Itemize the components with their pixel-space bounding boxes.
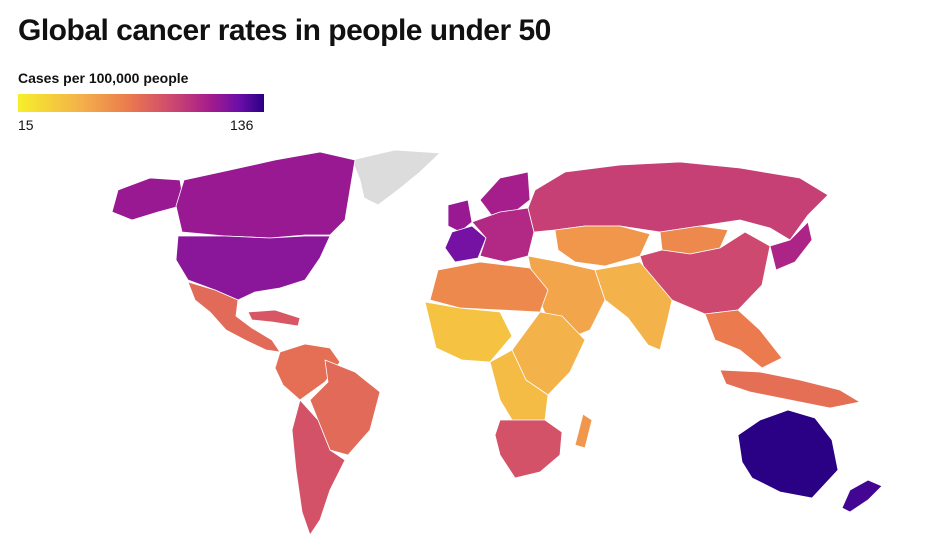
region-alaska[interactable] — [111, 177, 185, 221]
region-india-south-asia[interactable] — [594, 261, 673, 351]
region-southeast-asia[interactable] — [704, 309, 783, 369]
region-west-africa[interactable] — [424, 301, 513, 363]
region-indonesia[interactable] — [719, 369, 861, 409]
region-southern-africa[interactable] — [494, 419, 563, 479]
legend-max-value: 136 — [230, 117, 254, 133]
legend-color-scale — [18, 94, 264, 112]
region-united-states[interactable] — [175, 235, 331, 301]
region-brazil[interactable] — [309, 359, 381, 456]
region-greenland[interactable] — [351, 149, 441, 206]
region-central-asia[interactable] — [554, 225, 651, 267]
region-southern-cone[interactable] — [291, 399, 346, 536]
region-caribbean[interactable] — [247, 309, 301, 327]
region-korea-japan[interactable] — [769, 221, 813, 271]
region-france[interactable] — [444, 225, 487, 263]
region-western-europe[interactable] — [447, 199, 473, 233]
region-new-zealand[interactable] — [841, 479, 883, 513]
region-madagascar[interactable] — [574, 413, 593, 449]
region-canada[interactable] — [175, 151, 356, 239]
region-australia[interactable] — [737, 409, 839, 499]
region-central-africa[interactable] — [489, 349, 549, 426]
chart-title: Global cancer rates in people under 50 — [18, 14, 551, 47]
legend-label: Cases per 100,000 people — [18, 70, 189, 86]
region-north-africa[interactable] — [429, 261, 549, 313]
legend-min-value: 15 — [18, 117, 34, 133]
region-south-america-north[interactable] — [274, 343, 341, 401]
